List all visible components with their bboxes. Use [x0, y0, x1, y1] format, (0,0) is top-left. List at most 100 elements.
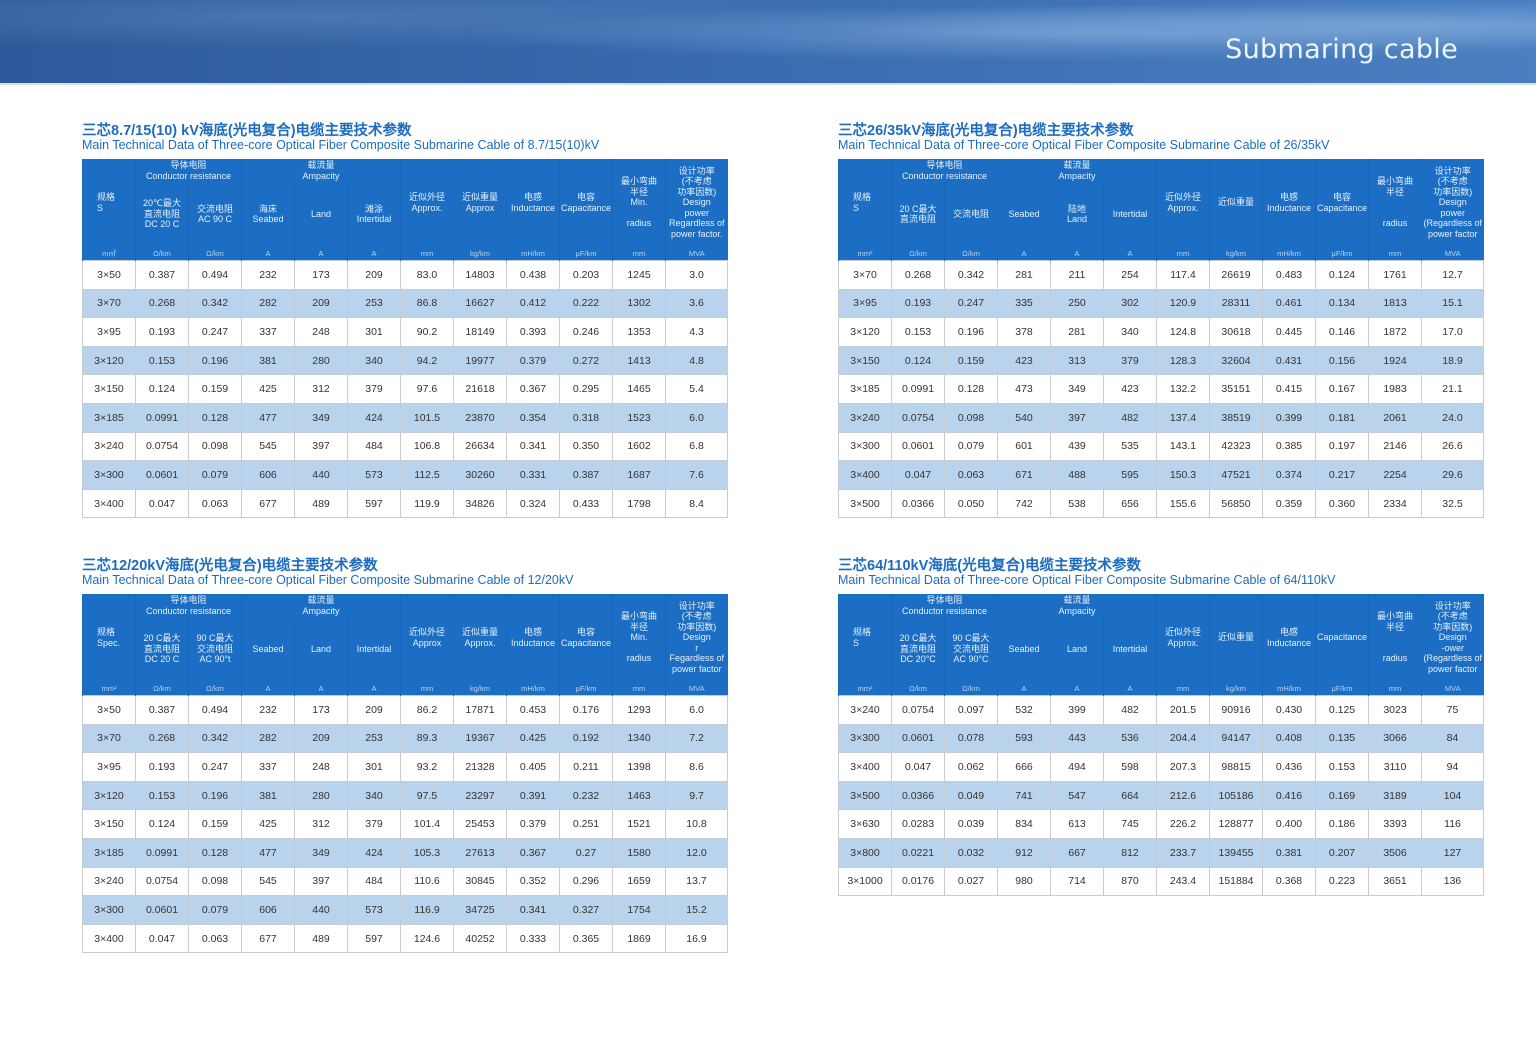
table-row: 3×400 0.047 0.063 671 488 595 150.3 47521 0.374 0… [838, 460, 1485, 490]
table-row: 3×70 0.268 0.342 281 211 254 117.4 26619 0.483 0.… [838, 260, 1485, 290]
value-cell: 0.124 [1315, 260, 1370, 290]
value-cell: 0.438 [506, 260, 561, 290]
spec-cell: 3×240 [82, 431, 136, 462]
spec-table: 规格 S 导体电阻 Conductor resistance 载流量 Ampacit… [82, 159, 729, 519]
header-unit: mH/km [506, 681, 560, 696]
header-amp: 载流量 Ampacity [241, 159, 401, 182]
table-row: 3×150 0.124 0.159 423 313 379 128.3 32604 0.431 0… [838, 345, 1485, 376]
value-cell: 0.193 [135, 317, 189, 347]
value-cell: 980 [997, 866, 1052, 897]
value-cell: 209 [294, 723, 349, 754]
value-cell: 17.0 [1421, 317, 1485, 347]
value-cell: 0.027 [943, 866, 999, 897]
value-cell: 0.193 [891, 288, 945, 319]
value-cell: 0.412 [506, 288, 561, 319]
value-cell: 0.153 [891, 317, 945, 347]
table-row: 3×95 0.193 0.247 337 248 301 90.2 18149 0.393 0.2… [82, 317, 729, 347]
value-cell: 0.134 [1315, 288, 1370, 319]
table-title-en: Main Technical Data of Three-core Optica… [838, 138, 1330, 152]
table-row: 3×150 0.124 0.159 425 312 379 101.4 25453 0.379 0… [82, 809, 729, 839]
value-cell: 379 [1103, 345, 1158, 376]
value-cell: 6.8 [665, 431, 729, 462]
spec-cell: 3×95 [838, 288, 892, 319]
header-od: 近似外径 Approx. [400, 159, 454, 246]
value-cell: 538 [1050, 488, 1105, 519]
header-unit: μF/km [1315, 246, 1369, 261]
banner-title: Submaring cable [1225, 34, 1458, 65]
header-unit: Ω/km [135, 681, 189, 696]
value-cell: 379 [347, 374, 402, 404]
header-unit: kg/km [1209, 246, 1263, 261]
value-cell: 0.391 [506, 780, 561, 811]
value-cell: 0.125 [1315, 695, 1370, 725]
header-dc: 20 C最大 直流电阻 [891, 182, 945, 246]
value-cell: 440 [294, 895, 349, 925]
spec-cell: 3×95 [82, 317, 136, 347]
spec-cell: 3×400 [838, 752, 892, 782]
value-cell: 302 [1103, 288, 1158, 319]
value-cell: 281 [1050, 317, 1105, 347]
value-cell: 0.207 [1315, 837, 1370, 868]
value-cell: 573 [347, 460, 402, 490]
table-row: 3×120 0.153 0.196 381 280 340 94.2 19977 0.379 0.… [82, 345, 729, 376]
value-cell: 0.453 [506, 695, 561, 725]
table-row: 3×300 0.0601 0.079 606 440 573 112.5 30260 0.331… [82, 460, 729, 490]
header-unit: Ω/km [891, 246, 945, 261]
value-cell: 26619 [1209, 260, 1264, 290]
value-cell: 0.079 [187, 460, 243, 490]
table-row: 3×120 0.153 0.196 378 281 340 124.8 30618 0.445 0… [838, 317, 1485, 347]
value-cell: 443 [1050, 723, 1105, 754]
header-od: 近似外径 Approx [400, 594, 454, 681]
header-rad: 最小弯曲 半径 radius [1368, 594, 1422, 681]
value-cell: 601 [997, 431, 1052, 462]
value-cell: 18.9 [1421, 345, 1485, 376]
value-cell: 0.223 [1315, 866, 1370, 897]
header-unit: A [347, 246, 401, 261]
value-cell: 7.2 [665, 723, 729, 754]
value-cell: 204.4 [1156, 723, 1211, 754]
spec-cell: 3×300 [82, 895, 136, 925]
header-unit: A [997, 246, 1051, 261]
header-ac: 90 C最大 交流电阻 AC 90°C [943, 617, 998, 681]
value-cell: 0.169 [1315, 780, 1370, 811]
header-unit: Ω/km [187, 246, 242, 261]
table-row: 3×185 0.0991 0.128 477 349 424 101.5 23870 0.354… [82, 402, 729, 433]
value-cell: 0.416 [1262, 780, 1317, 811]
header-cond: 导体电阻 Conductor resistance [134, 159, 242, 182]
value-cell: 128.3 [1156, 345, 1211, 376]
spec-cell: 3×95 [82, 752, 136, 782]
value-cell: 0.333 [506, 923, 561, 954]
table-row: 3×185 0.0991 0.128 473 349 423 132.2 35151 0.415… [838, 374, 1485, 404]
value-cell: 0.374 [1262, 460, 1317, 490]
value-cell: 425 [241, 374, 296, 404]
value-cell: 97.6 [400, 374, 455, 404]
value-cell: 28311 [1209, 288, 1264, 319]
header-unit: A [1050, 246, 1104, 261]
header-unit: mm [1368, 246, 1422, 261]
spec-cell: 3×70 [82, 288, 136, 319]
value-cell: 0.097 [943, 695, 999, 725]
value-cell: 677 [241, 923, 296, 954]
value-cell: 97.5 [400, 780, 455, 811]
header-ind: 电感 Inductance [506, 159, 560, 246]
header-spec: 规格 S [82, 159, 136, 246]
value-cell: 0.399 [1262, 402, 1317, 433]
value-cell: 0.0991 [135, 837, 189, 868]
value-cell: 0.368 [1262, 866, 1317, 897]
value-cell: 0.128 [187, 837, 243, 868]
value-cell: 0.176 [559, 695, 614, 725]
value-cell: 27613 [453, 837, 508, 868]
value-cell: 90916 [1209, 695, 1264, 725]
value-cell: 0.342 [187, 723, 243, 754]
header-unit: MVA [1421, 246, 1484, 261]
value-cell: 17871 [453, 695, 508, 725]
header-unit: A [1050, 681, 1104, 696]
value-cell: 117.4 [1156, 260, 1211, 290]
value-cell: 0.341 [506, 895, 561, 925]
value-cell: 47521 [1209, 460, 1264, 490]
value-cell: 489 [294, 488, 349, 519]
value-cell: 0.268 [891, 260, 945, 290]
value-cell: 282 [241, 288, 296, 319]
value-cell: 7.6 [665, 460, 729, 490]
value-cell: 0.0991 [135, 402, 189, 433]
